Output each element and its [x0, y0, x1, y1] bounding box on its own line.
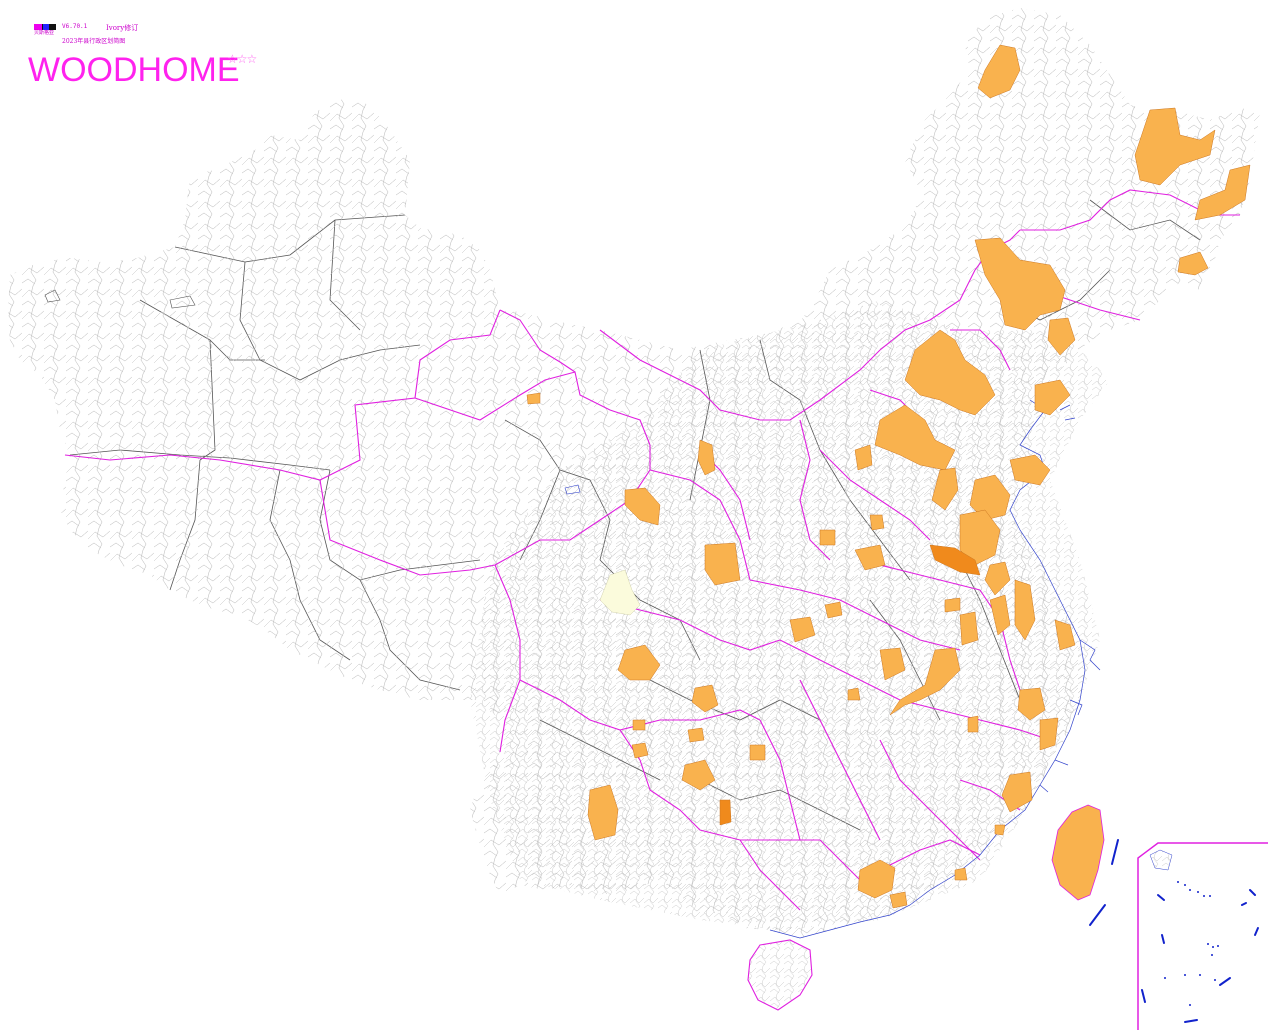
region-dalian	[1034, 379, 1071, 416]
region-xiangyang	[789, 616, 816, 643]
region-guangzhou	[857, 859, 896, 899]
south-china-sea-inset	[1089, 839, 1268, 1030]
region-linyi	[959, 509, 1001, 566]
region-jixi	[1194, 164, 1251, 221]
region-xining	[624, 487, 661, 526]
region-chongqing	[691, 684, 719, 713]
region-xian	[704, 542, 741, 586]
pale-region	[599, 569, 641, 616]
region-jiujiang	[889, 647, 961, 716]
region-hulunbuir	[977, 44, 1021, 99]
region-hefei	[959, 611, 979, 646]
region-dongying	[1009, 454, 1051, 486]
region-yibin	[632, 719, 646, 731]
region-songyuan	[974, 237, 1066, 331]
region-shiyan	[824, 601, 843, 619]
region-hangzhou	[1017, 687, 1046, 721]
map-header: 贝斯格亚 V6.70.1 Ivory修订 2023年县行政区划简图 WOODHO…	[28, 22, 274, 92]
region-wuhan	[879, 647, 906, 681]
map-subtitle: 2023年县行政区划简图	[62, 38, 126, 45]
region-ningxia	[526, 392, 541, 405]
region-zunyi	[687, 727, 705, 743]
logo-icon: 贝斯格亚	[34, 24, 56, 36]
region-huaian	[1014, 579, 1036, 641]
region-lanzhou	[697, 439, 716, 476]
region-liuzhou	[719, 799, 732, 826]
region-handan	[944, 597, 961, 613]
region-chengdu	[617, 644, 661, 681]
region-xiamen	[994, 824, 1006, 836]
region-zhengzhou	[854, 544, 886, 571]
region-beijing	[874, 404, 956, 471]
region-shijiazhuang	[819, 529, 836, 546]
version-label: V6.70.1	[62, 23, 88, 30]
credit-label: Ivory修订	[106, 24, 139, 32]
interior-lakes	[44, 289, 581, 495]
region-chifeng	[904, 329, 996, 416]
region-heze	[929, 544, 981, 576]
region-shenzhen	[889, 891, 908, 909]
region-hunchun	[1177, 251, 1209, 276]
region-hegang	[1134, 107, 1216, 186]
highlighted-regions	[526, 44, 1251, 909]
brand-title: WOODHOME	[28, 51, 240, 89]
logo-label: 贝斯格亚	[34, 30, 55, 36]
region-baoding	[869, 514, 885, 531]
region-changsha	[749, 744, 766, 761]
region-nanyang	[847, 687, 861, 701]
region-jinan	[931, 467, 959, 511]
region-ganzhou	[967, 715, 979, 733]
region-nanjing	[989, 594, 1011, 636]
region-kunming	[587, 784, 619, 841]
region-shanghai	[1054, 619, 1076, 651]
region-wenzhou	[1039, 717, 1059, 751]
region-weifang	[969, 474, 1011, 521]
region-hengshui	[854, 444, 873, 471]
region-guiyang	[681, 759, 716, 791]
region-liaoyang	[1047, 317, 1076, 356]
rating-stars: ☆☆☆	[227, 52, 257, 66]
region-panzhihua	[631, 742, 649, 759]
region-shantou	[954, 867, 968, 881]
region-xuzhou	[984, 561, 1011, 596]
region-fuzhou	[1001, 771, 1033, 813]
